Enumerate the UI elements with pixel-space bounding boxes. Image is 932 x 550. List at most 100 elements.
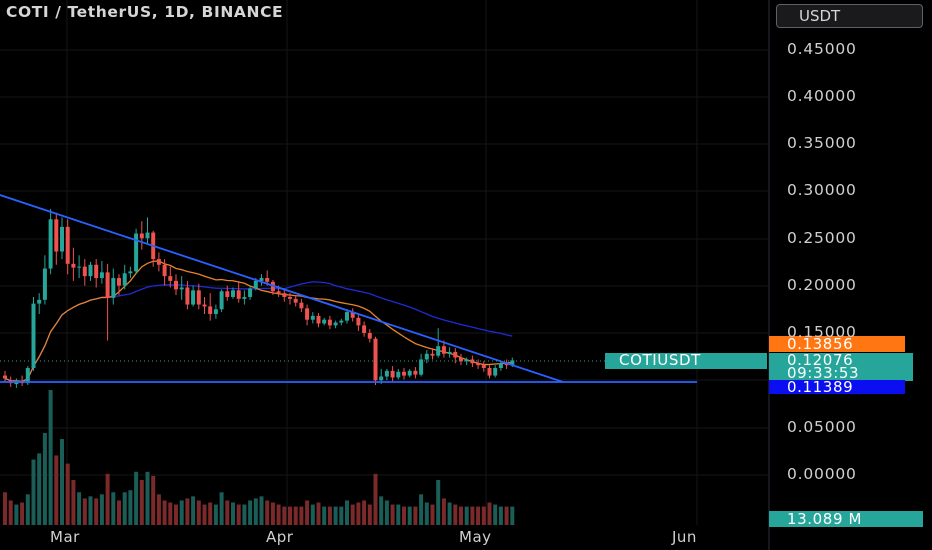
candle — [293, 295, 298, 307]
candle — [37, 293, 42, 315]
candle-body — [373, 338, 378, 381]
volume-bar — [373, 473, 378, 525]
candle-body — [356, 317, 361, 326]
candle-body — [94, 264, 99, 279]
candle — [299, 298, 304, 313]
candle — [350, 308, 355, 322]
candle — [54, 212, 59, 265]
candle-body — [453, 351, 458, 358]
candle-body — [379, 376, 384, 381]
candle-body — [156, 259, 161, 265]
candle-body — [447, 351, 452, 354]
candle — [407, 368, 412, 378]
candle-body — [174, 280, 178, 290]
volume-bar — [156, 494, 161, 525]
candle — [390, 366, 395, 382]
volume-bar — [134, 471, 139, 525]
descending-trendline[interactable] — [0, 194, 564, 383]
candle-body — [322, 319, 327, 324]
candle — [65, 219, 70, 275]
volume-bar — [117, 500, 121, 525]
candle — [310, 312, 315, 324]
volume-value-label: 13.089 M — [787, 510, 862, 528]
volume-bar — [77, 492, 82, 525]
volume-bar — [487, 502, 492, 525]
volume-bar — [54, 455, 59, 525]
symbol-tag-bg — [605, 353, 767, 369]
currency-selector[interactable]: USDT — [776, 4, 923, 28]
candle — [476, 359, 481, 369]
candle — [117, 274, 121, 296]
y-tick-label: 0.00000 — [787, 465, 857, 483]
candle-body — [441, 346, 446, 354]
candle — [60, 217, 64, 260]
volume-bar — [236, 504, 241, 525]
candle-body — [288, 296, 292, 299]
candle — [367, 329, 372, 343]
candle-body — [350, 312, 355, 318]
candle — [362, 321, 367, 337]
candle — [122, 264, 127, 290]
candle — [316, 313, 321, 328]
y-tick-label: 0.20000 — [787, 276, 857, 294]
candle — [327, 315, 332, 330]
candle-body — [99, 272, 104, 279]
candle — [31, 296, 36, 371]
candle — [71, 247, 76, 281]
candle-body — [71, 263, 76, 268]
volume-bar — [476, 506, 481, 525]
candle-body — [299, 302, 304, 309]
candle — [288, 293, 292, 305]
candle — [88, 261, 93, 281]
volume-bar — [253, 498, 258, 525]
candle-body — [367, 332, 372, 339]
candle — [419, 353, 424, 377]
x-tick-label: Mar — [50, 528, 80, 546]
candle — [111, 268, 116, 305]
volume-bar — [145, 471, 150, 525]
candle-body — [88, 264, 93, 277]
candle-body — [111, 278, 116, 298]
candle-body — [31, 303, 36, 368]
candle — [436, 328, 441, 358]
volume-bar — [162, 500, 167, 525]
volume-bar — [362, 500, 367, 525]
candle — [191, 285, 196, 307]
candle-body — [293, 298, 298, 303]
candle-body — [390, 370, 395, 378]
candle-body — [236, 290, 241, 299]
volume-bar — [25, 494, 30, 525]
volume-bar — [20, 502, 25, 525]
volume-bar — [94, 498, 99, 525]
volume-bar — [339, 506, 344, 525]
candle-body — [134, 233, 139, 272]
candle-body — [407, 370, 412, 376]
candle — [77, 255, 82, 279]
volume-bar — [111, 492, 116, 525]
volume-bar — [151, 475, 156, 525]
candle-body — [476, 363, 481, 366]
candle-body — [162, 264, 167, 277]
x-tick-label: Jun — [672, 528, 697, 546]
volume-bar — [379, 496, 384, 525]
volume-bar — [436, 480, 441, 525]
candle-body — [436, 346, 441, 356]
candle — [179, 276, 184, 300]
candle — [105, 263, 110, 341]
candle — [487, 365, 492, 379]
candle — [498, 361, 503, 371]
candle-body — [282, 293, 287, 297]
candle-body — [42, 268, 47, 300]
volume-bar — [179, 500, 184, 525]
volume-bar — [498, 506, 503, 525]
candle-body — [185, 287, 190, 305]
y-tick-label: 0.30000 — [787, 181, 857, 199]
volume-bar — [293, 506, 298, 525]
candle-body — [384, 370, 389, 377]
candle-body — [345, 312, 349, 321]
candle — [248, 285, 253, 300]
candle — [384, 368, 389, 381]
volume-bar — [441, 498, 446, 525]
volume-bar — [430, 504, 435, 525]
